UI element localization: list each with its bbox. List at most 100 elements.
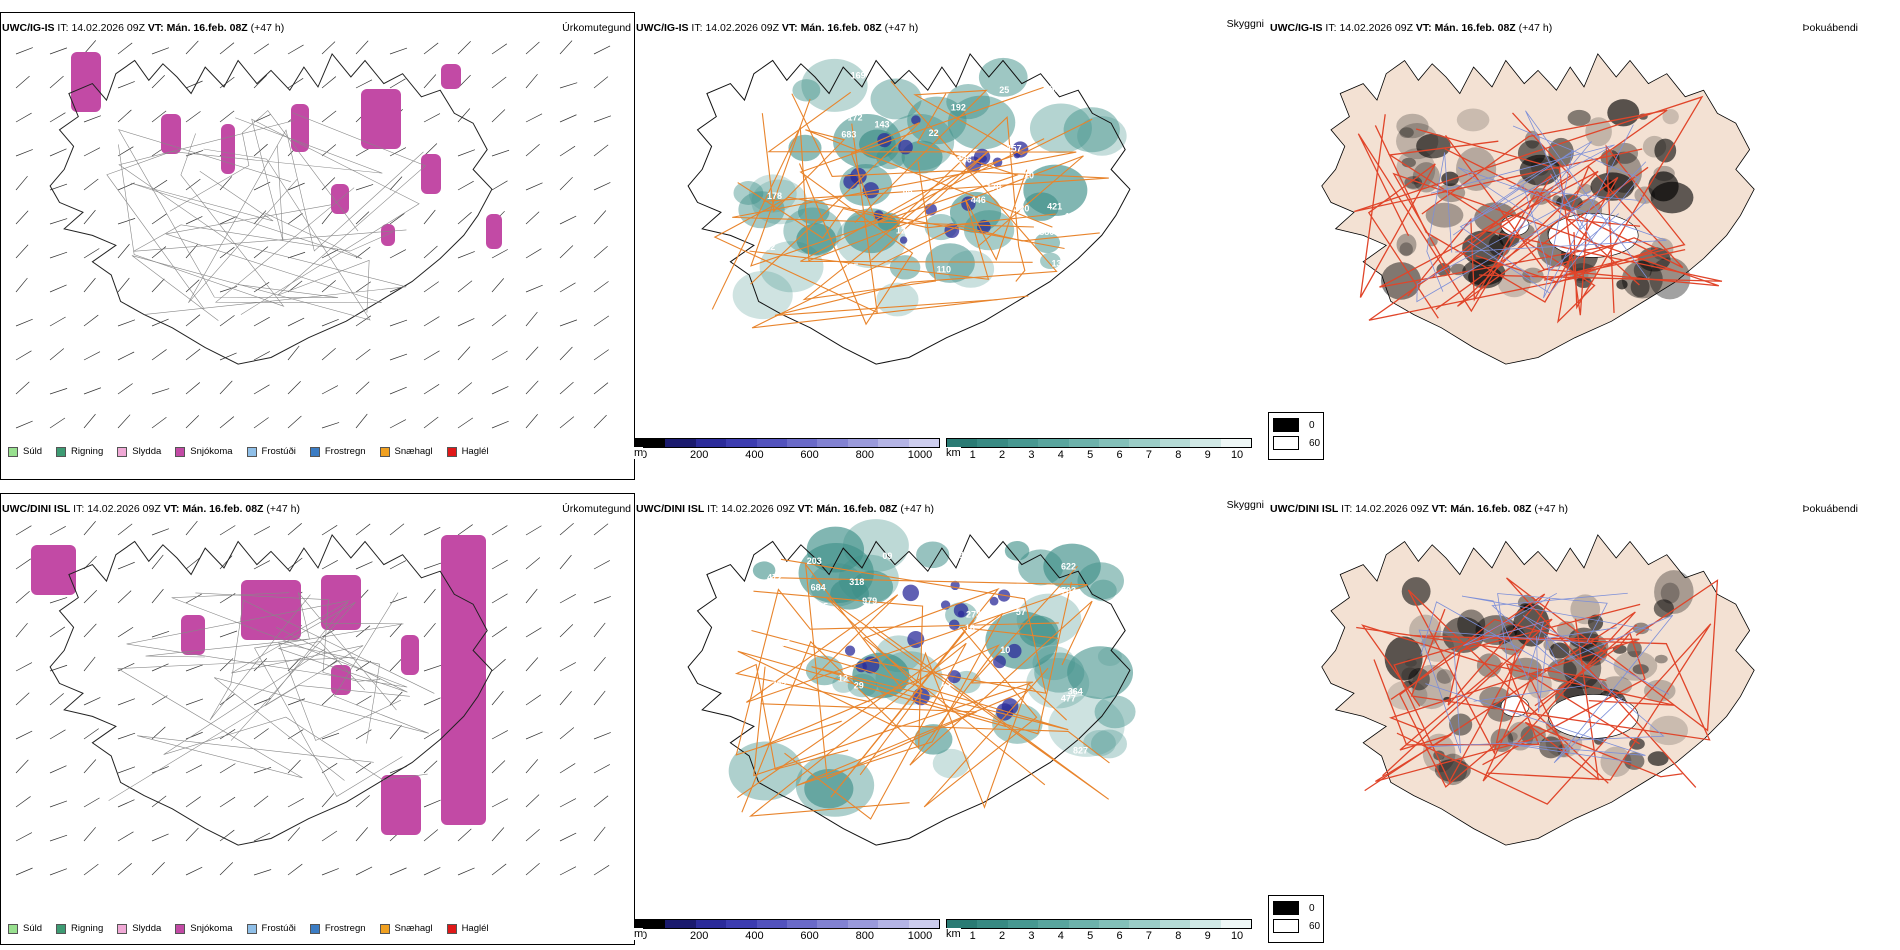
low-visibility-cell (953, 603, 969, 618)
wind-barb (423, 526, 441, 536)
wind-barb (423, 562, 442, 570)
wind-barb (491, 827, 505, 842)
wind-barb (559, 416, 575, 429)
wind-barb (185, 415, 200, 429)
wind-barb (49, 693, 64, 706)
visibility-cell (916, 541, 950, 569)
wind-barb (321, 280, 336, 293)
wind-barb (219, 216, 237, 225)
wind-barb (593, 76, 609, 89)
fog-cell (1654, 138, 1677, 163)
road (277, 112, 426, 313)
visibility-value-label: 472 (767, 572, 782, 582)
wind-barb (559, 594, 576, 604)
wind-barb (49, 417, 66, 429)
road (1410, 608, 1711, 741)
snow-patch (241, 580, 301, 640)
panel-title: Þokuábendi (1802, 22, 1858, 34)
fog-legend: 0 60 (1268, 412, 1324, 460)
visibility-field (728, 519, 1136, 817)
colorbar-cell (787, 439, 818, 447)
visibility-value-label: 119 (769, 133, 784, 143)
legend-swatch (175, 446, 186, 457)
wind-barb (423, 42, 439, 55)
legend-swatch (56, 923, 67, 934)
low-visibility-cell (1001, 698, 1019, 715)
colorbar-tick: 400 (745, 930, 764, 942)
wind-barb (49, 183, 68, 191)
colorbar-tick: 800 (855, 449, 874, 461)
visibility-cell (1063, 107, 1120, 153)
wind-barb (355, 523, 371, 536)
river (1508, 141, 1639, 239)
wind-barb (15, 759, 29, 774)
precip-map-frame (0, 12, 635, 480)
run-header: UWC/DINI ISL IT: 14.02.2026 09Z VT: Mán.… (1270, 503, 1568, 515)
visibility-cell (1067, 646, 1134, 700)
colorbar-tick: 0 (640, 930, 648, 942)
visibility-cell (978, 57, 1028, 97)
wind-barb (83, 590, 98, 604)
colorbar-cell (977, 439, 1008, 447)
visibility-value-label: 12 (838, 674, 848, 684)
visibility-value-label: 684 (811, 582, 826, 592)
wind-barb (219, 42, 235, 55)
legend-label: Rigning (71, 923, 104, 934)
road (737, 182, 1056, 239)
colorbar-cell (1159, 920, 1191, 928)
road (118, 129, 339, 298)
wind-barb (355, 381, 370, 395)
wind-barb (49, 868, 67, 876)
wind-barb (491, 109, 506, 123)
wind-barb (151, 349, 167, 361)
wind-barb (559, 82, 578, 89)
wind-barb (15, 175, 28, 191)
wind-barb (559, 798, 577, 808)
wind-barb (151, 388, 170, 395)
fog-index-map (1321, 534, 1755, 846)
wind-barbs (15, 520, 611, 876)
wind-barb (389, 176, 403, 191)
river-network (1416, 110, 1667, 303)
wind-barb (355, 348, 371, 361)
snow-patch (441, 64, 461, 89)
snow-patch (421, 154, 441, 194)
wind-barb (151, 588, 164, 604)
wind-barb (151, 766, 169, 774)
fog-legend-max: 60 (1309, 437, 1321, 449)
fog-cell (1396, 148, 1436, 191)
road (1374, 125, 1619, 310)
road-network (711, 80, 1109, 329)
road (751, 225, 1100, 329)
colorbar-unit: m (634, 447, 644, 459)
wind-barb (423, 245, 438, 259)
wind-barb (49, 626, 66, 638)
legend-label: Snjókoma (190, 446, 233, 457)
road-network (1356, 577, 1719, 805)
wind-barb (219, 110, 235, 123)
road (798, 86, 1044, 326)
wind-barb (253, 246, 269, 259)
road (130, 171, 362, 259)
wind-barb (117, 218, 136, 225)
road (1356, 589, 1609, 784)
wind-barb (389, 147, 407, 157)
legend-swatch (379, 446, 390, 457)
wind-barb (593, 523, 609, 536)
road (1382, 598, 1553, 784)
fog-cell (1449, 713, 1473, 736)
wind-barb (117, 590, 132, 604)
wind-barb (559, 866, 577, 876)
visibility-value-label: 880 (1039, 227, 1054, 237)
visibility-value-label: 723 (771, 680, 786, 690)
wind-barb (253, 316, 270, 327)
colorbar-tick: 7 (1145, 449, 1152, 461)
wind-barb (389, 523, 405, 536)
colorbar-cell (817, 920, 848, 928)
fog-index-map (1321, 53, 1755, 365)
wind-barb (389, 353, 408, 361)
wind-barb (117, 831, 134, 842)
wind-barb (287, 182, 305, 191)
colorbar-cell (665, 920, 696, 928)
colorbar-cell (1099, 439, 1130, 447)
